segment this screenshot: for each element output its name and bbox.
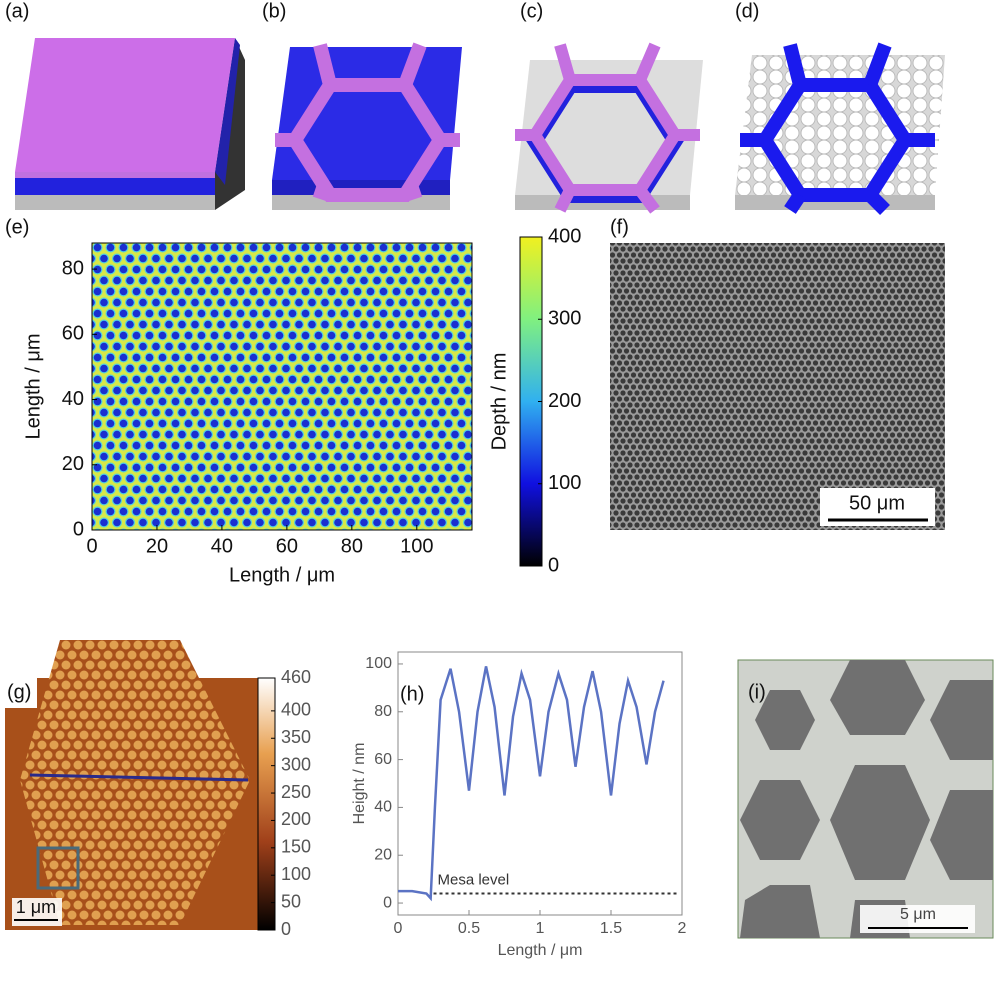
panel-label: (e) (5, 216, 29, 238)
x-tick-label: 2 (678, 920, 687, 937)
data-line (398, 666, 665, 902)
x-axis-label: Length / μm (498, 942, 583, 959)
colorbar-label: Depth / nm (488, 353, 510, 451)
panel-labels: (a) (b) (c) (d) (e) (f) (g) (h) (i) (5, 0, 766, 705)
panel-f-image: 50 μm (610, 243, 945, 530)
x-tick-label: 20 (146, 535, 168, 557)
x-tick-label: 80 (341, 535, 363, 557)
colorbar-tick-label: 200 (548, 390, 581, 412)
x-tick-label: 60 (276, 535, 298, 557)
colorbar-tick-label: 50 (281, 891, 301, 911)
colorbar-tick-label: 350 (281, 727, 311, 747)
chart: 0 50 100 150 200 250 300 350 400 460 (257, 667, 311, 939)
panel-label: (a) (5, 0, 29, 22)
x-tick-label: 1.5 (600, 920, 622, 937)
scale-bar-label: 1 μm (16, 897, 56, 917)
y-tick-label: 60 (62, 323, 84, 345)
y-tick-label: 20 (62, 453, 84, 475)
colorbar-tick-label: 100 (281, 864, 311, 884)
y-axis-label: Height / nm (351, 743, 368, 825)
x-tick-label: 1 (536, 920, 545, 937)
y-tick-label: 0 (73, 518, 84, 540)
y-axis-label: Length / μm (22, 333, 44, 439)
chart: 0 100 200 300 400 Depth / nm (488, 225, 581, 576)
y-tick-label: 80 (374, 703, 392, 720)
x-tick-label: 0 (86, 535, 97, 557)
panel-label: (d) (735, 0, 759, 22)
scale-bar-label: 5 μm (900, 906, 936, 923)
heatmap-image (92, 243, 472, 530)
y-tick-label: 100 (365, 655, 392, 672)
panel-label: (i) (748, 681, 766, 703)
y-tick-label: 20 (374, 846, 392, 863)
colorbar-tick-label: 150 (281, 837, 311, 857)
reference-label: Mesa level (438, 871, 510, 888)
panel-i-image: 5 μm (737, 659, 994, 939)
colorbar-tick-label: 100 (548, 472, 581, 494)
panel-label: (b) (262, 0, 286, 22)
colorbar-tick-label: 200 (281, 809, 311, 829)
x-tick-label: 0 (394, 920, 403, 937)
x-tick-label: 40 (211, 535, 233, 557)
y-tick-label: 40 (62, 388, 84, 410)
x-axis-label: Length / μm (229, 564, 335, 586)
y-tick-label: 60 (374, 751, 392, 768)
plot-frame (91, 242, 473, 531)
schematics (15, 38, 945, 215)
colorbar-tick-label: 0 (281, 919, 291, 939)
panel-g-image: 1 μm (5, 640, 258, 930)
x-tick-label: 0.5 (458, 920, 480, 937)
panel-label: (f) (610, 216, 629, 238)
chart: 0 20 40 60 80 100 0 20 40 60 80 Length / μm Length /… (22, 242, 473, 586)
colorbar-tick-label: 460 (281, 667, 311, 687)
colorbar-tick-label: 400 (281, 700, 311, 720)
colorbar-tick-label: 300 (548, 308, 581, 330)
y-tick-label: 40 (374, 799, 392, 816)
x-tick-label: 100 (400, 535, 433, 557)
y-tick-label: 0 (383, 894, 392, 911)
y-tick-label: 80 (62, 257, 84, 279)
colorbar (257, 677, 276, 931)
scale-bar-label: 50 μm (849, 492, 905, 514)
panel-label: (c) (520, 0, 543, 22)
panel-label: (g) (7, 681, 31, 703)
colorbar-tick-label: 400 (548, 225, 581, 247)
colorbar-tick-label: 250 (281, 782, 311, 802)
colorbar-tick-label: 300 (281, 754, 311, 774)
panel-label: (h) (400, 683, 424, 705)
colorbar-tick-label: 0 (548, 554, 559, 576)
